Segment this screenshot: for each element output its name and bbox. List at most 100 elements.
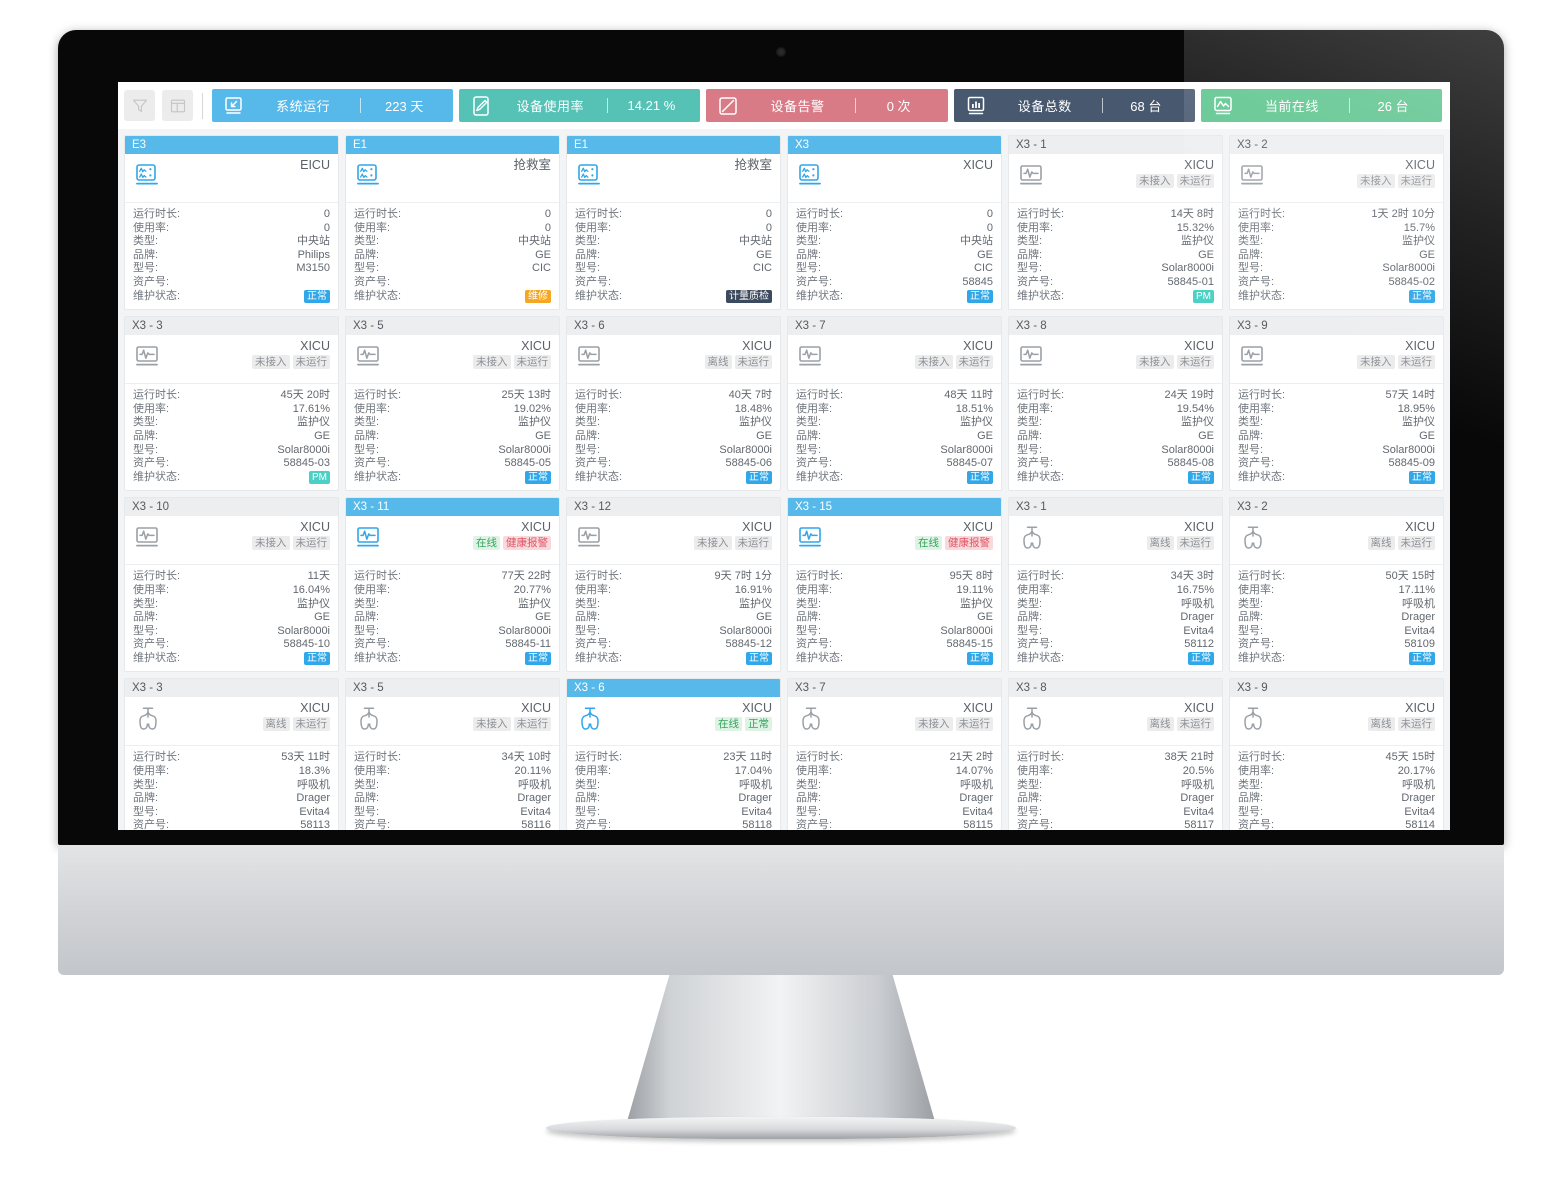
brand-row: 品牌: GE (796, 430, 993, 444)
device-card[interactable]: X3 - 2 XICU 未接入 未运行 运行时长: 1天 2时 10分 使用率: 15.7% 类… (1229, 135, 1444, 311)
model-row-label: 型号: (1238, 262, 1264, 275)
type-row-value: 中央站 (960, 235, 993, 248)
device-card[interactable]: X3 - 9 XICU 未接入 未运行 运行时长: 57天 14时 使用率: 18.95% 类型… (1229, 316, 1444, 492)
brand-row-value: GE (1198, 248, 1214, 261)
kpi-card-3[interactable]: 设备告警 0 次 (706, 89, 948, 122)
runtime-row: 运行时长: 40天 7时 (575, 389, 772, 403)
runtime-row-value: 34天 3时 (1170, 570, 1214, 583)
card-header-area: XICU 未接入 未运行 (788, 335, 1001, 385)
device-card[interactable]: X3 - 6 XICU 在线 正常 运行时长: 23天 11时 使用率: 17.04% 类型: 呼… (566, 678, 781, 830)
card-header-area: XICU 未接入 未运行 (125, 335, 338, 385)
brand-row-value: GE (977, 429, 993, 442)
status-chip-group: 未接入 未运行 (252, 355, 330, 370)
department-label: XICU (300, 339, 330, 354)
type-row-label: 类型: (133, 235, 159, 248)
card-title: X3 - 1 (1009, 136, 1222, 154)
card-detail-list: 运行时长: 50天 15时 使用率: 17.11% 类型: 呼吸机 品牌: Drager 型号:… (1230, 565, 1443, 671)
device-card[interactable]: X3 - 8 XICU 离线 未运行 运行时长: 38天 21时 使用率: 20.5% 类型: 呼… (1008, 678, 1223, 830)
device-card[interactable]: X3 - 2 XICU 离线 未运行 运行时长: 50天 15时 使用率: 17.11% 类型:… (1229, 497, 1444, 673)
type-row-label: 类型: (1238, 778, 1264, 791)
type-row: 类型: 监护仪 (354, 416, 551, 430)
monitor-stand-base (546, 1117, 1016, 1139)
device-card[interactable]: X3 - 7 XICU 未接入 未运行 运行时长: 48天 11时 使用率: 18.51% 类型… (787, 316, 1002, 492)
card-title: X3 - 8 (1009, 679, 1222, 698)
type-row: 类型: 监护仪 (575, 598, 772, 612)
ventilator-lungs-icon (1238, 704, 1268, 734)
runtime-row: 运行时长: 25天 13时 (354, 389, 551, 403)
device-card[interactable]: E3 EICU 运行时长: 0 使用率: 0 类型: 中央站 品牌: Philips 型号: M315… (124, 135, 339, 311)
device-card[interactable]: X3 - 9 XICU 离线 未运行 运行时长: 45天 15时 使用率: 20.17% 类型:… (1229, 678, 1444, 830)
maint-row-label: 维护状态: (133, 470, 181, 483)
runtime-row: 运行时长: 57天 14时 (1238, 389, 1435, 403)
usage-row: 使用率: 20.77% (354, 584, 551, 598)
brand-row-value: GE (756, 611, 772, 624)
device-card[interactable]: E1 抢救室 运行时长: 0 使用率: 0 类型: 中央站 品牌: GE 型号: CIC 资产号: 维护状… (345, 135, 560, 311)
model-row-value: Solar8000i (277, 624, 330, 637)
filter-button[interactable] (124, 90, 155, 121)
usage-row-value: 18.48% (734, 402, 772, 415)
maint-value: 正常 (967, 470, 993, 485)
device-card[interactable]: X3 - 1 XICU 离线 未运行 运行时长: 34天 3时 使用率: 16.75% 类型: 呼… (1008, 497, 1223, 673)
device-card[interactable]: E1 抢救室 运行时长: 0 使用率: 0 类型: 中央站 品牌: GE 型号: CIC 资产号: 维护状… (566, 135, 781, 311)
status-chip: 未接入 (473, 355, 511, 370)
type-row: 类型: 监护仪 (1017, 235, 1214, 249)
model-row: 型号: Evita4 (1238, 806, 1435, 820)
device-card[interactable]: X3 - 12 XICU 未接入 未运行 运行时长: 9天 7时 1分 使用率: 16.91%… (566, 497, 781, 673)
runtime-row-value: 45天 15时 (1385, 751, 1435, 764)
device-card[interactable]: X3 - 6 XICU 离线 未运行 运行时长: 40天 7时 使用率: 18.48% 类型: 监… (566, 316, 781, 492)
department-label: 抢救室 (734, 158, 772, 172)
device-card[interactable]: X3 - 3 XICU 离线 未运行 运行时长: 53天 11时 使用率: 18.3% 类型: 呼… (124, 678, 339, 830)
usage-row: 使用率: 17.11% (1238, 584, 1435, 598)
asset-row-label: 资产号: (133, 457, 170, 470)
monitor-icon (354, 342, 384, 372)
brand-row: 品牌: GE (796, 249, 993, 263)
ventilator-lungs-icon (1238, 523, 1268, 553)
device-card[interactable]: X3 - 10 XICU 未接入 未运行 运行时长: 11天 使用率: 16.04% 类型: 监护… (124, 497, 339, 673)
device-card[interactable]: X3 XICU 运行时长: 0 使用率: 0 类型: 中央站 品牌: GE 型号: CIC 资产号: 58… (787, 135, 1002, 311)
brand-row: 品牌: Drager (133, 792, 330, 806)
central-station-icon (796, 161, 826, 191)
maintenance-status-badge: PM (309, 470, 330, 484)
type-row-label: 类型: (354, 597, 380, 610)
kpi-card-1[interactable]: 系统运行 223 天 (212, 89, 454, 122)
kpi-card-2[interactable]: 设备使用率 14.21 % (459, 89, 701, 122)
type-row-value: 呼吸机 (1181, 778, 1214, 791)
device-card[interactable]: X3 - 8 XICU 未接入 未运行 运行时长: 24天 19时 使用率: 19.54% 类型… (1008, 316, 1223, 492)
brand-row: 品牌: GE (354, 430, 551, 444)
device-card[interactable]: X3 - 11 XICU 在线 健康报警 运行时长: 77天 22时 使用率: 20.77% 类… (345, 497, 560, 673)
maint-value: 正常 (746, 651, 772, 666)
model-row-value: Evita4 (1404, 805, 1435, 818)
maint-row: 维护状态: 计量质检 (575, 289, 772, 304)
type-row-value: 呼吸机 (1181, 597, 1214, 610)
kpi-card-4[interactable]: 设备总数 68 台 (953, 89, 1195, 122)
type-row-value: 中央站 (518, 235, 551, 248)
department-label: XICU (521, 701, 551, 716)
usage-row-value: 19.11% (956, 583, 994, 596)
usage-row-value: 18.95% (1397, 402, 1435, 415)
maint-row-label: 维护状态: (1017, 651, 1065, 664)
maintenance-status-badge: 正常 (1409, 470, 1435, 484)
device-card[interactable]: X3 - 1 XICU 未接入 未运行 运行时长: 14天 8时 使用率: 15.32% 类型:… (1008, 135, 1223, 311)
kpi-value: 0 次 (886, 99, 911, 114)
usage-row: 使用率: 19.02% (354, 403, 551, 417)
device-card[interactable]: X3 - 5 XICU 未接入 未运行 运行时长: 25天 13时 使用率: 19.02% 类型… (345, 316, 560, 492)
kpi-card-5[interactable]: 当前在线 26 台 (1200, 89, 1443, 122)
card-header-area: XICU 离线 未运行 (1009, 516, 1222, 566)
device-card[interactable]: X3 - 15 XICU 在线 健康报警 运行时长: 95天 8时 使用率: 19.11% 类型… (787, 497, 1002, 673)
brand-row-label: 品牌: (1238, 248, 1264, 261)
model-row-value: Evita4 (1183, 805, 1214, 818)
device-card[interactable]: X3 - 3 XICU 未接入 未运行 运行时长: 45天 20时 使用率: 17.61% 类型… (124, 316, 339, 492)
status-chip-group: 在线 健康报警 (915, 536, 993, 551)
layout-button[interactable] (162, 90, 193, 121)
kpi-divider (607, 98, 609, 113)
device-card[interactable]: X3 - 7 XICU 未接入 未运行 运行时长: 21天 2时 使用率: 14.07% 类型:… (787, 678, 1002, 830)
brand-row-label: 品牌: (133, 611, 159, 624)
type-row-value: 呼吸机 (739, 778, 772, 791)
runtime-row: 运行时长: 24天 19时 (1017, 389, 1214, 403)
maint-row-label: 维护状态: (133, 651, 181, 664)
card-title: E1 (346, 136, 559, 154)
device-card[interactable]: X3 - 5 XICU 未接入 未运行 运行时长: 34天 10时 使用率: 20.11% 类型… (345, 678, 560, 830)
usage-row: 使用率: 0 (575, 222, 772, 236)
runtime-row-value: 14天 8时 (1170, 208, 1214, 220)
brand-row-label: 品牌: (575, 429, 601, 442)
